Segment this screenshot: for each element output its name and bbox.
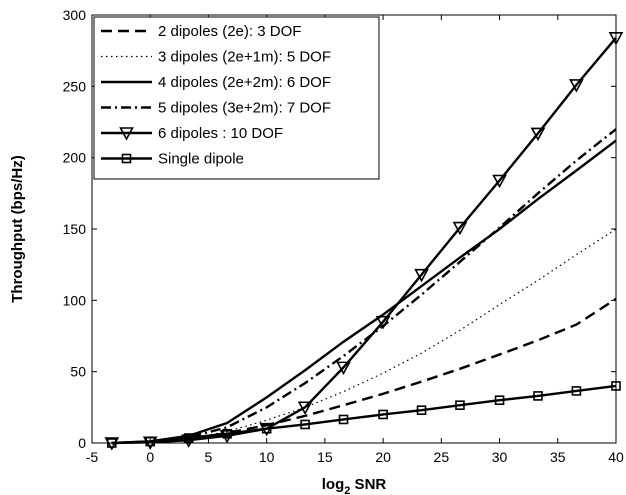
- square-marker: [261, 423, 272, 434]
- x-tick-label: -5: [86, 449, 99, 465]
- y-axis-label: Throughput (bps/Hz): [9, 155, 26, 302]
- x-tick-label: 35: [550, 449, 566, 465]
- triangle-marker: [569, 79, 584, 93]
- series-layer: [104, 32, 624, 451]
- y-tick-label: 50: [70, 364, 86, 380]
- square-marker: [338, 414, 349, 425]
- legend-label: 2 dipoles (2e): 3 DOF: [158, 23, 301, 40]
- triangle-marker: [336, 361, 351, 376]
- series-line: [111, 228, 617, 444]
- legend-item: 2 dipoles (2e): 3 DOF: [101, 23, 301, 40]
- triangle-marker: [375, 315, 391, 330]
- legend-item: 5 dipoles (3e+2m): 7 DOF: [101, 100, 331, 117]
- square-marker: [106, 438, 117, 448]
- legend-item: 4 dipoles (2e+2m): 6 DOF: [101, 74, 331, 91]
- x-axis-label: log2 SNR: [322, 476, 387, 495]
- legend-box: [93, 16, 380, 180]
- x-tick-label: 40: [608, 449, 624, 465]
- legend-label: Single dipole: [158, 151, 244, 168]
- triangle-marker: [219, 430, 235, 444]
- square-marker: [121, 153, 132, 164]
- series-line: [111, 37, 617, 445]
- y-tick-label: 100: [63, 292, 87, 308]
- triangle-marker: [297, 401, 313, 416]
- y-tick-label: 0: [78, 435, 86, 451]
- square-marker: [183, 433, 194, 443]
- series-line: [111, 139, 617, 445]
- triangle-marker: [414, 268, 429, 283]
- legend-label: 5 dipoles (3e+2m): 7 DOF: [158, 100, 331, 117]
- legend: 2 dipoles (2e): 3 DOF 3 dipoles (2e+1m): …: [93, 16, 380, 180]
- legend-label: 4 dipoles (2e+2m): 6 DOF: [158, 74, 331, 91]
- y-tick-label: 300: [63, 7, 87, 23]
- legend-label: 3 dipoles (2e+1m): 5 DOF: [158, 49, 331, 66]
- series-line: [111, 384, 617, 445]
- x-tick-label: 10: [259, 449, 275, 465]
- y-tick-label: 250: [63, 78, 87, 94]
- x-tick-label: 30: [492, 449, 508, 465]
- square-marker: [300, 419, 310, 430]
- square-marker: [145, 436, 156, 447]
- y-tick-label: 200: [63, 150, 87, 166]
- triangle-marker: [119, 127, 134, 141]
- series-3: [111, 139, 617, 445]
- legend-item: Single dipole: [101, 151, 244, 168]
- x-tick-label: 25: [434, 449, 450, 465]
- triangle-marker: [181, 434, 196, 448]
- triangle-marker: [608, 32, 624, 46]
- legend-item: 3 dipoles (2e+1m): 5 DOF: [101, 49, 331, 66]
- legend-item: 6 dipoles : 10 DOF: [101, 125, 283, 142]
- series-6: [106, 381, 621, 448]
- x-tick-label: 15: [317, 449, 333, 465]
- triangle-marker: [452, 221, 468, 236]
- square-marker: [494, 395, 505, 406]
- x-tick-label: 5: [205, 449, 213, 465]
- x-tick-label: 0: [146, 449, 154, 465]
- legend-label: 6 dipoles : 10 DOF: [158, 125, 283, 142]
- square-marker: [222, 428, 232, 439]
- series-1: [111, 297, 617, 445]
- y-tick-label: 150: [63, 221, 87, 237]
- square-marker: [378, 409, 388, 420]
- x-tick-label: 20: [375, 449, 391, 465]
- series-line: [111, 297, 617, 445]
- square-marker: [533, 391, 543, 401]
- square-marker: [416, 405, 427, 415]
- square-marker: [571, 386, 582, 396]
- triangle-marker: [530, 127, 546, 142]
- series-2: [111, 228, 617, 444]
- triangle-marker: [492, 174, 507, 189]
- square-marker: [611, 381, 621, 391]
- square-marker: [455, 400, 465, 410]
